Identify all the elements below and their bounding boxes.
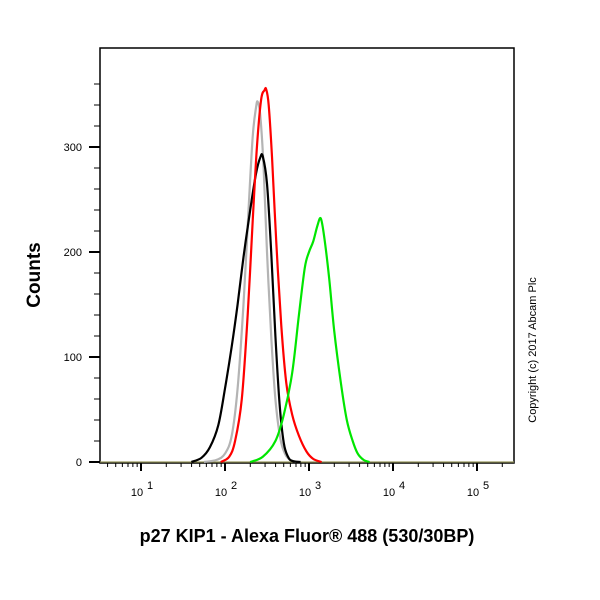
x-tick-exponent: 5	[483, 480, 489, 492]
y-tick-label: 200	[64, 247, 82, 259]
x-tick-label: 10	[215, 487, 227, 499]
x-tick-label: 10	[383, 487, 395, 499]
histogram-gray-curve	[203, 100, 297, 464]
x-axis-ticks: 10 1 10 2 10 3 10 4 10 5	[107, 463, 503, 499]
y-axis-ticks: 0 100 200 300	[64, 83, 100, 469]
y-tick-label: 300	[64, 142, 82, 154]
x-tick-label: 10	[131, 487, 143, 499]
x-tick-exponent: 3	[315, 480, 321, 492]
y-tick-label: 100	[64, 352, 82, 364]
histogram-black-curve	[190, 153, 301, 464]
y-tick-label: 0	[76, 457, 82, 469]
x-tick-label: 10	[299, 487, 311, 499]
y-axis-label: Counts	[24, 242, 45, 307]
histogram-green-curve	[249, 216, 370, 464]
copyright-annotation: Copyright (c) 2017 Abcam Plc	[527, 277, 539, 423]
x-axis-label: p27 KIP1 - Alexa Fluor® 488 (530/30BP)	[140, 526, 475, 546]
x-tick-exponent: 2	[231, 480, 237, 492]
histogram-red-curve	[220, 86, 322, 464]
histogram-curves	[100, 86, 514, 464]
x-tick-exponent: 4	[399, 480, 405, 492]
x-tick-exponent: 1	[147, 480, 153, 492]
x-tick-label: 10	[467, 487, 479, 499]
